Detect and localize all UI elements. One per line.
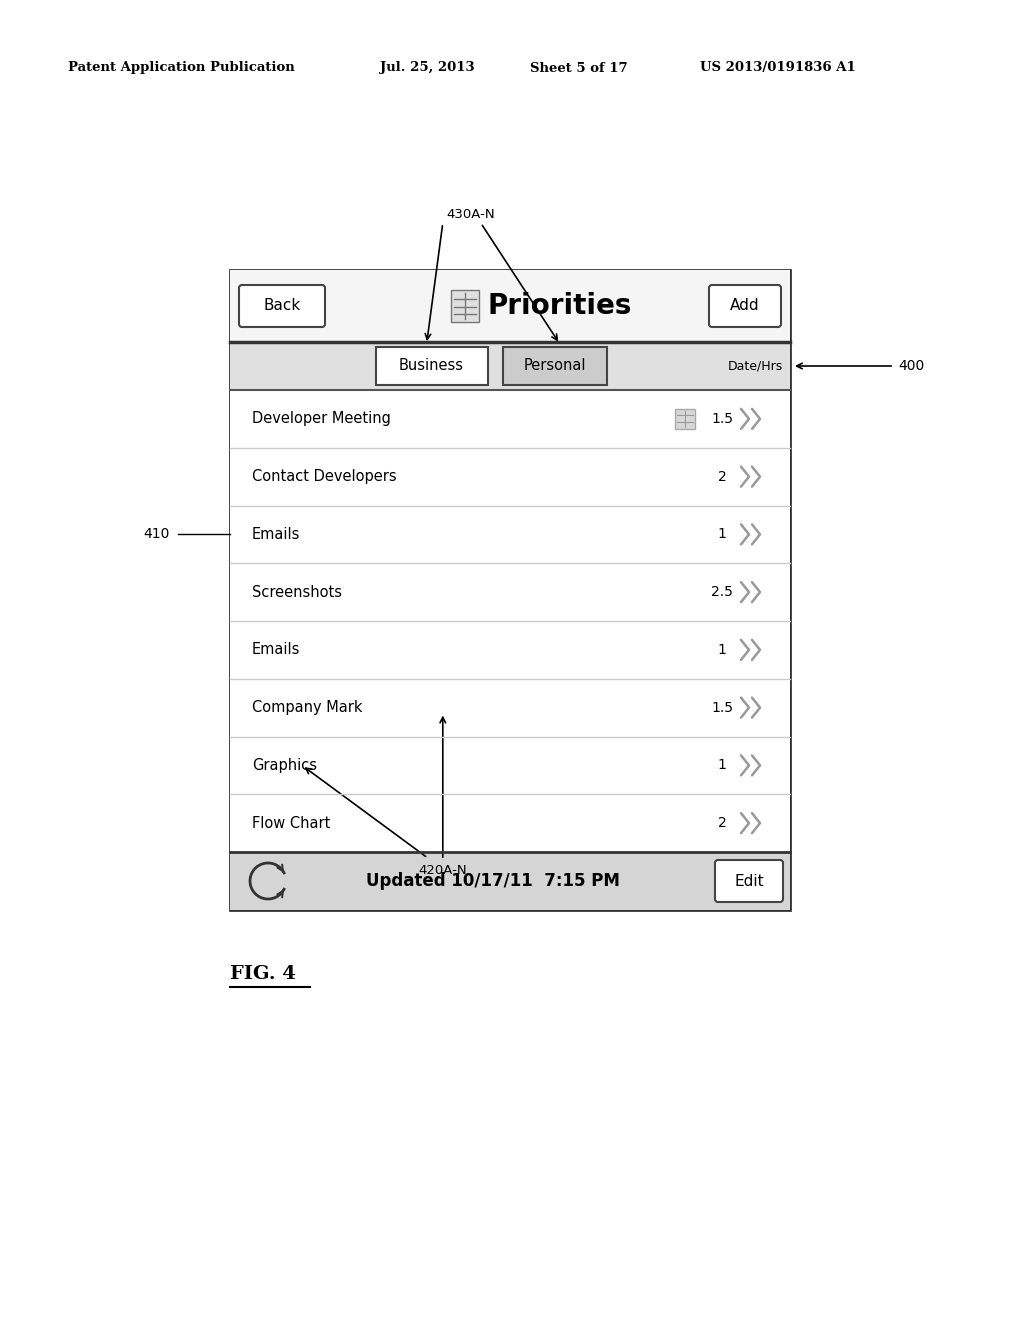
Text: FIG. 4: FIG. 4 xyxy=(230,965,296,983)
FancyBboxPatch shape xyxy=(239,285,325,327)
Text: Personal: Personal xyxy=(523,359,586,374)
Bar xyxy=(230,678,790,737)
FancyBboxPatch shape xyxy=(376,347,487,385)
Bar xyxy=(230,564,790,620)
Text: Back: Back xyxy=(263,298,301,314)
Text: Company Mark: Company Mark xyxy=(252,700,362,715)
Text: 410: 410 xyxy=(143,528,170,541)
Text: 420A-N: 420A-N xyxy=(419,863,467,876)
Bar xyxy=(230,342,790,389)
FancyBboxPatch shape xyxy=(709,285,781,327)
Text: Add: Add xyxy=(730,298,760,314)
Text: Priorities: Priorities xyxy=(487,292,632,319)
Text: 430A-N: 430A-N xyxy=(446,209,496,222)
Text: Developer Meeting: Developer Meeting xyxy=(252,412,391,426)
Bar xyxy=(230,271,790,342)
Bar xyxy=(230,795,790,851)
Text: Emails: Emails xyxy=(252,643,300,657)
Bar xyxy=(230,506,790,564)
Bar xyxy=(675,409,695,429)
FancyBboxPatch shape xyxy=(715,861,783,902)
Bar xyxy=(230,851,790,909)
Bar xyxy=(452,290,479,322)
Text: 400: 400 xyxy=(898,359,925,374)
Text: US 2013/0191836 A1: US 2013/0191836 A1 xyxy=(700,62,856,74)
Text: Jul. 25, 2013: Jul. 25, 2013 xyxy=(380,62,475,74)
Bar xyxy=(230,620,790,678)
Text: Flow Chart: Flow Chart xyxy=(252,816,331,830)
Text: 1: 1 xyxy=(718,528,726,541)
Text: 1: 1 xyxy=(718,643,726,657)
Bar xyxy=(230,447,790,506)
Text: 2: 2 xyxy=(718,816,726,830)
Text: Business: Business xyxy=(399,359,464,374)
Text: Edit: Edit xyxy=(734,874,764,888)
Bar xyxy=(230,737,790,795)
Text: 2: 2 xyxy=(718,470,726,483)
Text: Screenshots: Screenshots xyxy=(252,585,342,599)
Text: 1.5: 1.5 xyxy=(711,701,733,714)
Bar xyxy=(230,389,790,447)
Text: Graphics: Graphics xyxy=(252,758,317,774)
Text: Sheet 5 of 17: Sheet 5 of 17 xyxy=(530,62,628,74)
Text: Emails: Emails xyxy=(252,527,300,543)
Bar xyxy=(230,271,790,909)
FancyBboxPatch shape xyxy=(503,347,607,385)
Text: 1.5: 1.5 xyxy=(711,412,733,426)
Text: Updated 10/17/11  7:15 PM: Updated 10/17/11 7:15 PM xyxy=(367,873,621,890)
Text: Patent Application Publication: Patent Application Publication xyxy=(68,62,295,74)
Text: Contact Developers: Contact Developers xyxy=(252,469,396,484)
Text: Date/Hrs: Date/Hrs xyxy=(727,359,782,372)
Text: 1: 1 xyxy=(718,759,726,772)
Text: 2.5: 2.5 xyxy=(711,585,733,599)
